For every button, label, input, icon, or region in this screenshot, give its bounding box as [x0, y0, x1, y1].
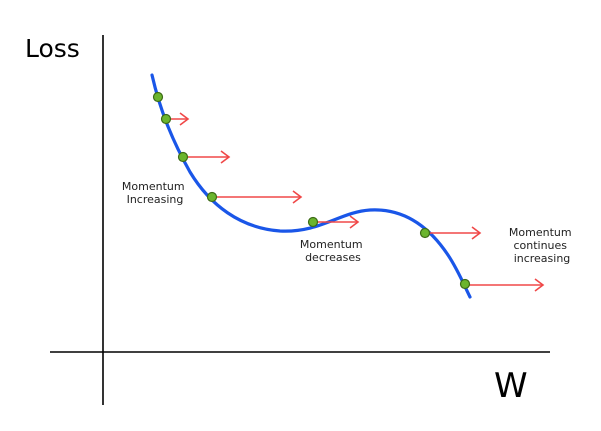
point-6 [419, 227, 431, 239]
arrow-4 [313, 215, 360, 229]
arrow-3 [212, 190, 303, 204]
point-2 [160, 113, 172, 125]
annotation-momentum-increasing: Momentum Increasing [122, 180, 188, 206]
annotation-momentum-decreases: Momentum decreases [300, 238, 366, 264]
y-axis-title: Loss [25, 34, 80, 63]
point-3 [177, 151, 189, 163]
point-1 [152, 91, 164, 103]
arrow-6 [465, 278, 545, 292]
arrow-5 [425, 226, 482, 240]
point-4 [206, 191, 218, 203]
arrow-2 [183, 150, 231, 164]
point-5 [307, 216, 319, 228]
x-axis-title: W [494, 366, 528, 406]
point-7 [459, 278, 471, 290]
annotation-momentum-continues: Momentum continues increasing [509, 226, 575, 265]
